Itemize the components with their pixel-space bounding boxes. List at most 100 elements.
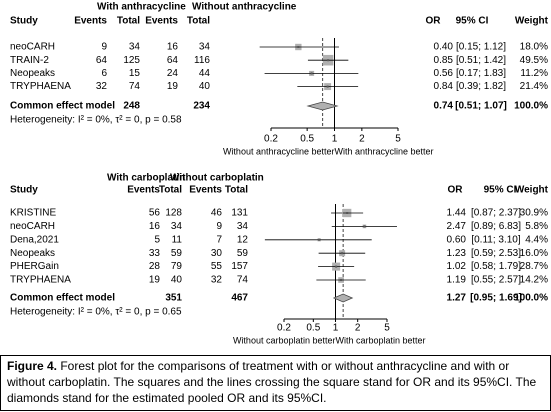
total: 40 <box>171 275 183 286</box>
weight-value: 18.0% <box>520 42 548 53</box>
or-value: 0.60 <box>447 234 467 245</box>
ci-value: [0.39; 1.82] <box>456 81 506 92</box>
x-tick-label: 0.2 <box>264 134 278 145</box>
point-estimate <box>335 265 338 268</box>
events: 28 <box>149 261 161 272</box>
pooled-or: 1.27 <box>447 293 467 304</box>
total: 34 <box>199 42 211 53</box>
or-value: 1.02 <box>447 261 467 272</box>
pooled-label: Common effect model <box>10 101 115 112</box>
column-header: Weight <box>515 16 549 27</box>
group-label: Without carboplatin <box>170 173 264 184</box>
point-estimate <box>363 225 366 228</box>
total: 74 <box>129 81 141 92</box>
total: 12 <box>237 234 249 245</box>
column-header: Study <box>10 16 38 27</box>
weight-value: 30.9% <box>520 208 548 219</box>
ci-value: [0.17; 1.83] <box>456 68 506 79</box>
forest-figure: With anthracycline Without anthracycline S… <box>10 2 549 346</box>
study-name: TRYPHAENA <box>10 81 71 92</box>
caption-text: Forest plot for the comparisons of treat… <box>7 359 537 405</box>
column-header: Events <box>145 16 178 27</box>
total: 116 <box>194 55 210 66</box>
events: 16 <box>167 42 179 53</box>
events: 9 <box>101 42 107 53</box>
events: 46 <box>211 208 223 219</box>
x-label-right: With carboplatin better <box>336 335 426 345</box>
ci-value: [0.87; 2.37] <box>471 208 521 219</box>
ci-value: [0.89; 6.83] <box>471 221 521 232</box>
pooled-label: Common effect model <box>10 293 115 304</box>
or-value: 0.40 <box>434 42 454 53</box>
weight-value: 21.4% <box>520 81 548 92</box>
x-tick-label: 0.5 <box>300 134 314 145</box>
x-tick-label: 2 <box>355 323 361 334</box>
total: 34 <box>129 42 141 53</box>
study-name: neoCARH <box>10 42 55 53</box>
total: 74 <box>237 275 249 286</box>
or-value: 1.19 <box>447 275 467 286</box>
point-estimate <box>310 72 313 75</box>
x-label-right: With anthracycline better <box>335 146 434 156</box>
point-estimate <box>341 252 344 255</box>
or-value: 0.56 <box>434 68 454 79</box>
events: 16 <box>149 221 161 232</box>
column-header: 95% CI <box>456 16 489 27</box>
weight-value: 16.0% <box>520 248 548 259</box>
weight-value: 28.7% <box>520 261 548 272</box>
x-label-left: Without anthracycline better <box>223 146 335 156</box>
events: 33 <box>149 248 161 259</box>
point-estimate <box>297 46 300 48</box>
pooled-total: 351 <box>165 293 182 304</box>
x-tick-label: 2 <box>359 134 365 145</box>
or-value: 1.23 <box>447 248 467 259</box>
group-label: Without anthracycline <box>192 2 297 13</box>
study-name: PHERGain <box>10 261 59 272</box>
pooled-ci: [0.95; 1.69] <box>470 293 522 304</box>
weight-value: 14.2% <box>520 275 548 286</box>
ci-value: [0.55; 2.57] <box>471 275 521 286</box>
pooled-total: 248 <box>123 101 140 112</box>
events: 19 <box>167 81 179 92</box>
events: 24 <box>167 68 179 79</box>
column-header: 95% CI <box>484 185 517 196</box>
column-header: Total <box>117 16 140 27</box>
events: 64 <box>167 55 179 66</box>
caption: Figure 4. Forest plot for the comparison… <box>0 355 551 411</box>
column-header: Events <box>74 16 107 27</box>
total: 11 <box>172 234 183 245</box>
heterogeneity: Heterogeneity: I² = 0%, τ² = 0, p = 0.58 <box>10 115 182 126</box>
events: 9 <box>216 221 222 232</box>
ci-value: [0.15; 1.12] <box>456 42 506 53</box>
weight-value: 5.8% <box>525 221 548 232</box>
study-name: Neopeaks <box>10 248 55 259</box>
x-tick-label: 0.2 <box>277 323 291 334</box>
point-estimate <box>340 279 343 281</box>
x-label-left: Without carboplatin better <box>233 335 336 345</box>
x-tick-label: 1 <box>332 134 338 145</box>
ci-value: [0.11; 3.10] <box>471 234 521 245</box>
point-estimate <box>327 59 330 62</box>
study-name: neoCARH <box>10 221 55 232</box>
column-header: Study <box>10 185 38 196</box>
point-estimate <box>318 238 321 241</box>
study-name: Dena,2021 <box>10 234 59 245</box>
events: 6 <box>101 68 107 79</box>
group-label: With anthracycline <box>97 2 186 13</box>
events: 56 <box>149 208 161 219</box>
pooled-diamond <box>306 101 339 111</box>
total: 59 <box>171 248 183 259</box>
pooled-total: 234 <box>193 101 210 112</box>
heterogeneity: Heterogeneity: I² = 0%, τ² = 0, p = 0.65 <box>10 307 182 318</box>
column-header: Total <box>225 185 248 196</box>
ci-value: [0.51; 1.42] <box>456 55 506 66</box>
pooled-diamond <box>332 293 354 303</box>
or-value: 0.85 <box>434 55 454 66</box>
column-header: Events <box>127 185 160 196</box>
study-name: Neopeaks <box>10 68 55 79</box>
events: 7 <box>216 234 222 245</box>
weight-value: 11.2% <box>520 68 548 79</box>
pooled-total: 467 <box>231 293 248 304</box>
events: 30 <box>211 248 223 259</box>
x-tick-label: 1 <box>333 323 339 334</box>
